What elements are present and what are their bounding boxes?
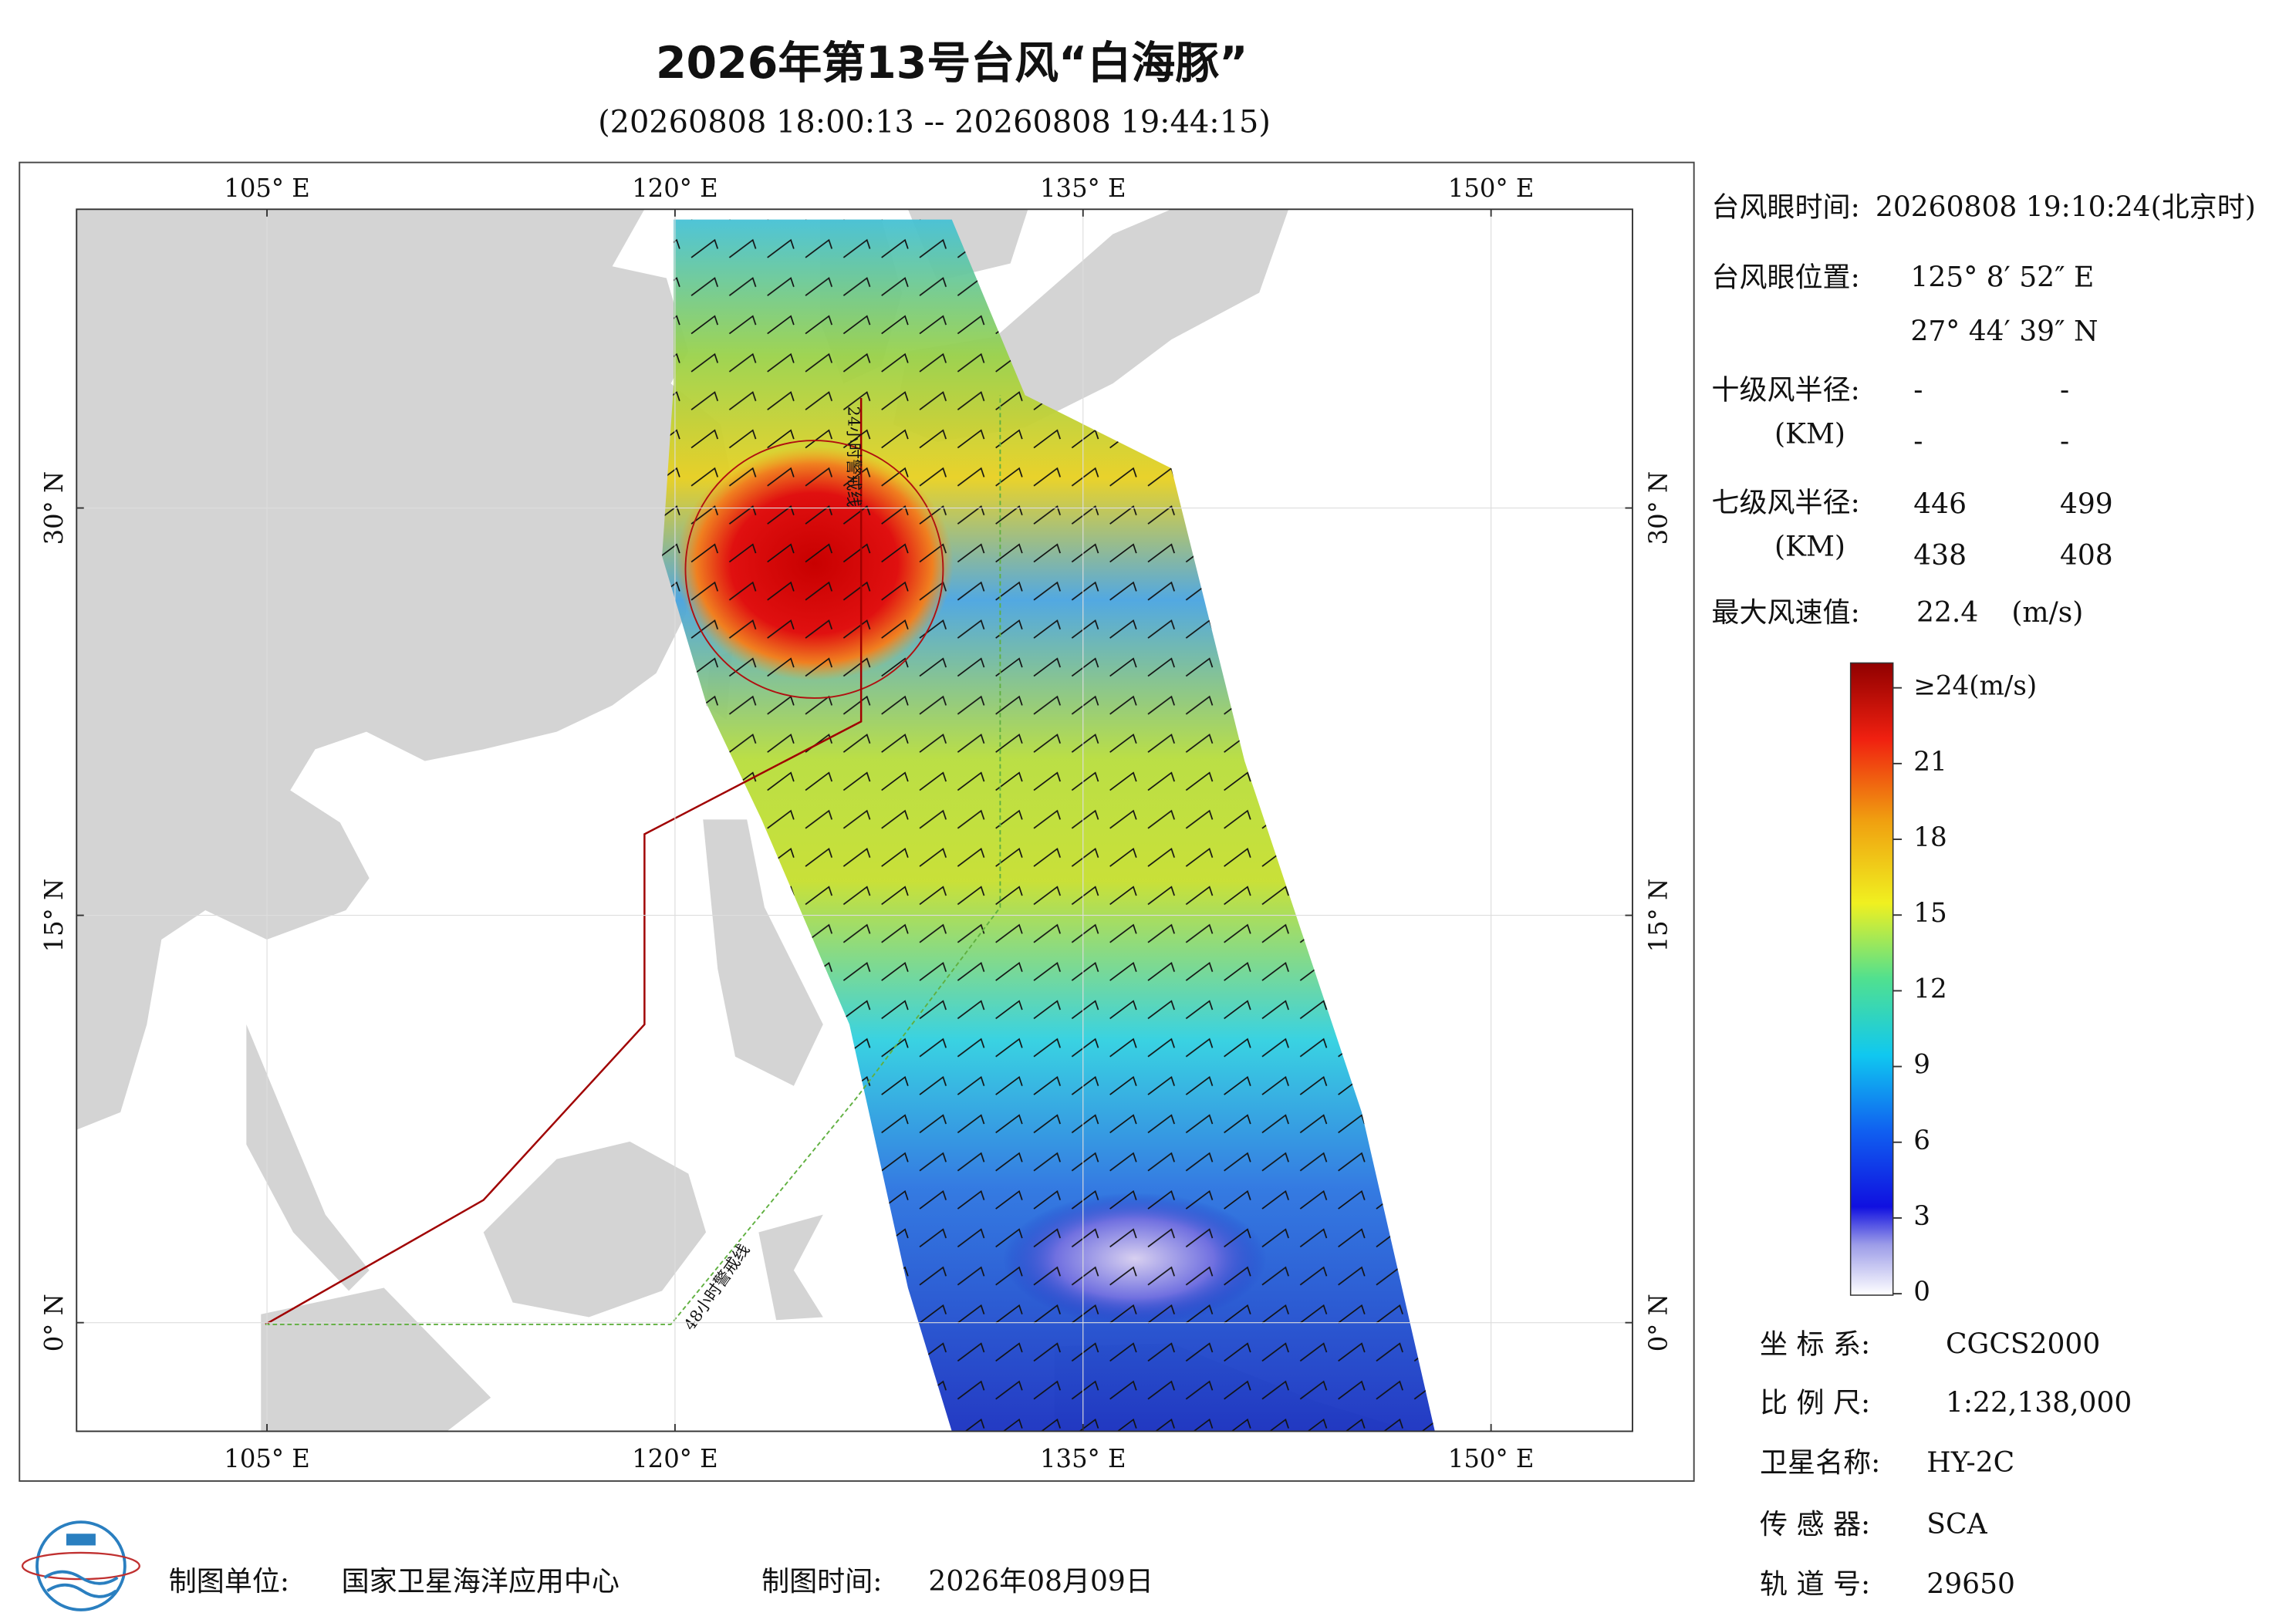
- info-label: 七级风半径:: [1711, 488, 1859, 519]
- y-tick-label: 30° N: [1644, 471, 1673, 545]
- meta-value: CGCS2000: [1946, 1328, 2100, 1360]
- info-value: 27° 44′ 39″ N: [1910, 316, 2098, 348]
- info-label: 最大风速值:: [1711, 597, 1859, 629]
- y-tick-label: 0° N: [1644, 1294, 1673, 1351]
- title: 2026年第13号台风“白海豚”: [656, 38, 1248, 89]
- info-value: 446: [1913, 488, 1967, 520]
- map-frame: [19, 161, 1695, 1482]
- graticule: 105° E 105° E 120° E 120° E 135° E 135° E 150°…: [39, 174, 1673, 1473]
- meta-panel: 坐 标 系: CGCS2000 比 例 尺: 1:22,138,000 卫星名称…: [1760, 1328, 2132, 1600]
- info-value: 408: [2060, 540, 2113, 572]
- x-tick-label: 105° E: [224, 1444, 309, 1473]
- meta-label: 轨 道 号:: [1760, 1569, 1870, 1601]
- info-label: 台风眼位置:: [1711, 262, 1859, 293]
- map-border: [76, 208, 1633, 1432]
- footer-label: 制图时间:: [761, 1566, 882, 1598]
- subtitle: (20260808 18:00:13 -- 20260808 19:44:15): [598, 104, 1271, 140]
- info-value: 22.4: [1916, 597, 1978, 629]
- y-tick-label: 15° N: [1644, 879, 1673, 953]
- logo: [21, 1520, 140, 1611]
- footer: 制图单位: 国家卫星海洋应用中心 制图时间: 2026年08月09日: [169, 1566, 1153, 1598]
- colorbar-ticks: 0 3 6 9 12 15 18 21 ≥24(m/s): [1893, 671, 2037, 1308]
- colorbar-tick-label: 6: [1913, 1125, 1930, 1156]
- colorbar-tick-label: ≥24(m/s): [1913, 671, 2037, 702]
- y-tick-label: 0° N: [39, 1294, 69, 1351]
- meta-value: HY-2C: [1926, 1447, 2014, 1479]
- x-tick-label: 120° E: [632, 174, 718, 203]
- info-label: 台风眼时间:: [1711, 191, 1859, 223]
- info-value: -: [1913, 426, 1923, 457]
- wind-radius-circle: [684, 440, 944, 699]
- wind-swath: [662, 219, 1435, 1432]
- colorbar-tick-label: 0: [1913, 1277, 1930, 1308]
- colorbar-tick-label: 3: [1913, 1201, 1930, 1232]
- x-tick-label: 135° E: [1040, 1444, 1126, 1473]
- warning-line-24h: [265, 398, 863, 1326]
- x-tick-label: 135° E: [1040, 174, 1126, 203]
- meta-label: 卫星名称:: [1760, 1447, 1880, 1479]
- x-tick-label: 150° E: [1448, 174, 1534, 203]
- info-value: -: [1913, 374, 1923, 406]
- meta-value: 1:22,138,000: [1946, 1387, 2132, 1419]
- map-area: 24小时警戒线 48小时警戒线: [76, 209, 1633, 1432]
- info-value: -: [2060, 426, 2069, 457]
- warning-line-48h: [265, 395, 1001, 1325]
- x-tick-label: 105° E: [224, 174, 309, 203]
- colorbar: [1849, 662, 1894, 1296]
- meta-value: SCA: [1926, 1509, 1987, 1540]
- footer-value: 2026年08月09日: [928, 1566, 1153, 1598]
- info-unit: (KM): [1774, 418, 1845, 450]
- info-unit: (KM): [1774, 531, 1845, 562]
- colorbar-tick-label: 9: [1913, 1050, 1930, 1081]
- colorbar-tick-label: 12: [1913, 973, 1947, 1004]
- info-value: -: [2060, 374, 2069, 406]
- info-value: 125° 8′ 52″ E: [1910, 262, 2094, 293]
- x-tick-label: 150° E: [1448, 1444, 1534, 1473]
- colorbar-tick-label: 18: [1913, 822, 1947, 853]
- y-tick-label: 30° N: [39, 471, 69, 545]
- warning-label-24h: 24小时警戒线: [844, 407, 863, 508]
- info-value: 20260808 19:10:24(北京时): [1876, 191, 2256, 223]
- info-label: 十级风半径:: [1711, 374, 1859, 406]
- colorbar-tick-label: 15: [1913, 898, 1947, 929]
- footer-label: 制图单位:: [169, 1566, 289, 1598]
- info-panel: 台风眼时间: 20260808 19:10:24(北京时) 台风眼位置: 125…: [1711, 191, 2255, 629]
- meta-value: 29650: [1926, 1569, 2015, 1601]
- colorbar-tick-label: 21: [1913, 747, 1947, 778]
- info-value: 499: [2060, 488, 2113, 520]
- meta-label: 传 感 器:: [1760, 1509, 1870, 1540]
- meta-label: 比 例 尺:: [1760, 1387, 1870, 1419]
- footer-value: 国家卫星海洋应用中心: [342, 1566, 620, 1598]
- x-tick-label: 120° E: [632, 1444, 718, 1473]
- y-tick-label: 15° N: [39, 879, 69, 953]
- meta-label: 坐 标 系:: [1760, 1328, 1870, 1360]
- info-unit: (m/s): [2011, 597, 2083, 629]
- info-value: 438: [1913, 540, 1967, 572]
